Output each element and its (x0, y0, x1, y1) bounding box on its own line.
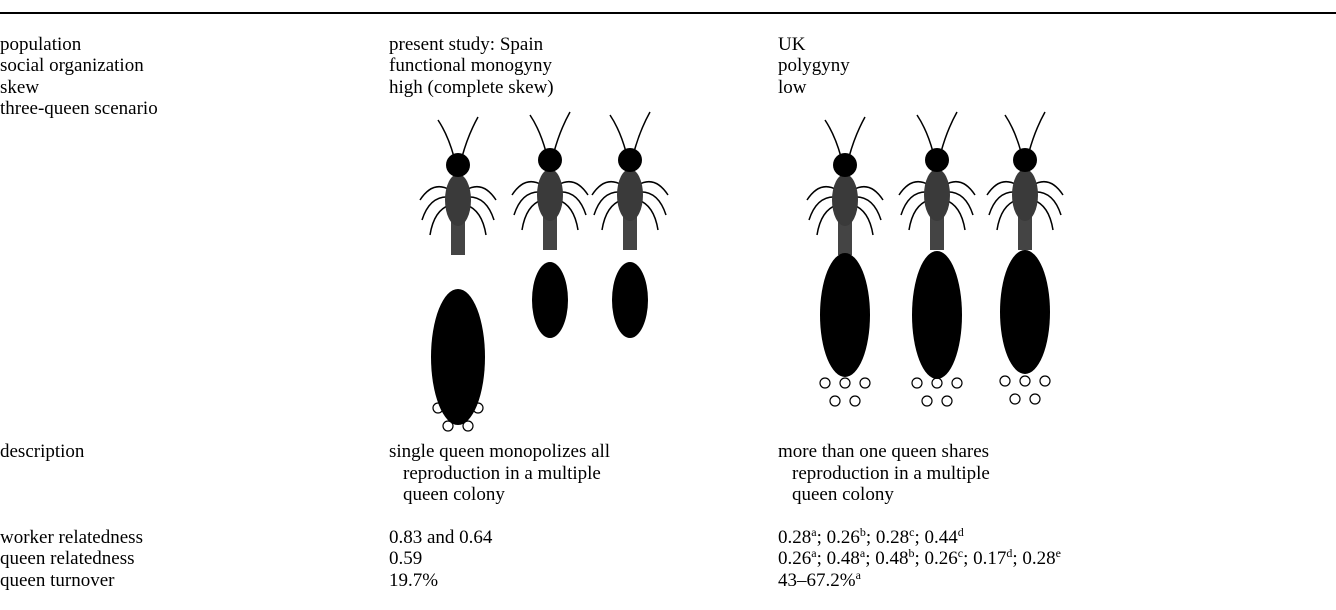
footnote-mark: e (1056, 546, 1061, 560)
cell-value: 0.26a; 0.48a; 0.48b; 0.26c; 0.17d; 0.28e (778, 548, 1061, 570)
cell-value: functional monogyny (389, 55, 552, 77)
value-text: ; 0.26 (914, 548, 957, 569)
cell-line: queen colony (778, 484, 990, 506)
value-text: 0.28 (778, 527, 811, 548)
cell-value: polygyny (778, 55, 850, 77)
value-text: ; 0.26 (817, 527, 860, 548)
cell-value: 43–67.2%a (778, 570, 861, 592)
cell-line: reproduction in a multiple (389, 463, 610, 485)
cell-value: high (complete skew) (389, 77, 554, 99)
cell-value: 0.59 (389, 548, 422, 570)
value-text: ; 0.48 (865, 548, 908, 569)
ant-uk-2 (899, 112, 975, 406)
value-text: ; 0.48 (817, 548, 860, 569)
row-label: skew (0, 77, 39, 99)
cell-value: present study: Spain (389, 34, 543, 56)
footnote-mark: d (958, 525, 964, 539)
cell-line: queen colony (389, 484, 610, 506)
table-page: population present study: Spain UK social o… (0, 0, 1336, 610)
cell-line: more than one queen shares (778, 441, 990, 463)
ant-uk-3 (987, 112, 1063, 404)
cell-value: UK (778, 34, 805, 56)
row-label: social organization (0, 55, 144, 77)
value-text: 0.26 (778, 548, 811, 569)
row-label: queen relatedness (0, 548, 135, 570)
cell-line: single queen monopolizes all (389, 441, 610, 463)
cell-value: 0.28a; 0.26b; 0.28c; 0.44d (778, 527, 964, 549)
row-label: worker relatedness (0, 527, 143, 549)
ant-spain-3 (592, 112, 668, 338)
value-text: 43–67.2% (778, 570, 856, 591)
value-text: ; 0.28 (866, 527, 909, 548)
value-text: ; 0.44 (914, 527, 957, 548)
row-label: three-queen scenario (0, 98, 158, 120)
value-text: ; 0.28 (1012, 548, 1055, 569)
row-label: queen turnover (0, 570, 114, 592)
ant-spain-2 (512, 112, 588, 338)
cell-value: low (778, 77, 807, 99)
queen-illustrations (0, 0, 1336, 610)
footnote-mark: a (856, 568, 861, 582)
value-text: ; 0.17 (963, 548, 1006, 569)
cell-value: 0.83 and 0.64 (389, 527, 492, 549)
ant-uk-1 (807, 117, 883, 406)
cell-value: 19.7% (389, 570, 438, 592)
ant-spain-1 (420, 117, 496, 431)
cell-line: reproduction in a multiple (778, 463, 990, 485)
row-label: population (0, 34, 81, 56)
row-label: description (0, 441, 84, 463)
